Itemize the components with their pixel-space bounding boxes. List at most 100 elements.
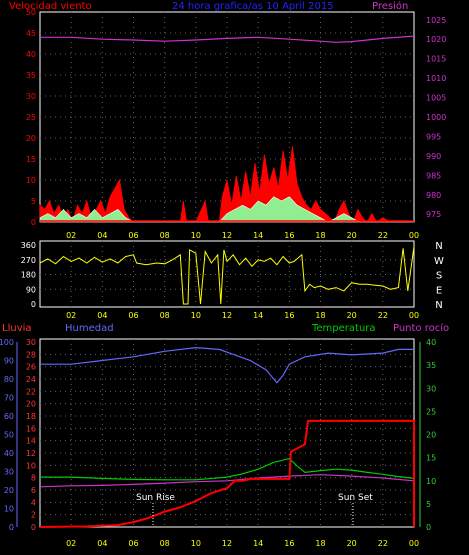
- temperature-tick-label: 25: [426, 407, 436, 416]
- sunset-label: Sun Set: [338, 493, 373, 503]
- time-tick-label: 08: [160, 231, 170, 240]
- pressure-tick-label: 1010: [426, 74, 446, 83]
- temperature-tick-label: 10: [426, 477, 436, 486]
- wind-tick-label: 15: [26, 155, 36, 164]
- wind-tick-label: 40: [26, 50, 36, 59]
- temperature-tick-label: 30: [426, 384, 436, 393]
- rain-tick-label: 12: [26, 449, 36, 458]
- direction-tick-label: 90: [26, 285, 36, 294]
- time-tick-label: 14: [253, 231, 263, 240]
- time-tick-label: 20: [347, 539, 357, 548]
- compass-label: W: [434, 256, 444, 267]
- time-tick-label: 12: [222, 311, 232, 320]
- rain-tick-label: 8: [31, 474, 36, 483]
- humidity-label: Humedad: [65, 323, 114, 334]
- time-tick-label: 06: [128, 539, 138, 548]
- time-tick-label: 02: [66, 311, 76, 320]
- wind-tick-label: 20: [26, 134, 36, 143]
- time-tick-label: 16: [284, 231, 294, 240]
- pressure-tick-label: 975: [426, 210, 441, 219]
- compass-label: E: [436, 285, 442, 296]
- rain-tick-label: 18: [26, 412, 36, 421]
- time-tick-label: 04: [97, 231, 107, 240]
- wind-tick-label: 5: [31, 197, 36, 206]
- humidity-tick-label: 40: [4, 449, 14, 458]
- humidity-tick-label: 10: [4, 505, 14, 514]
- dewpoint-label: Punto rocío: [393, 322, 449, 334]
- pressure-tick-label: 985: [426, 171, 441, 180]
- time-tick-label: 10: [191, 231, 201, 240]
- rain-tick-label: 10: [26, 461, 36, 470]
- rain-tick-label: 2: [31, 511, 36, 520]
- direction-tick-label: 360: [21, 241, 36, 250]
- time-tick-label: 18: [315, 539, 325, 548]
- humidity-tick-label: 100: [0, 338, 14, 347]
- time-tick-label: 22: [378, 539, 388, 548]
- time-tick-label: 14: [253, 539, 263, 548]
- pressure-line: [40, 35, 415, 43]
- time-tick-label: 04: [97, 311, 107, 320]
- humidity-tick-label: 70: [4, 394, 14, 403]
- rain-tick-label: 28: [26, 350, 36, 359]
- wind-speed-area: [39, 146, 414, 224]
- humidity-tick-label: 50: [4, 431, 14, 440]
- time-tick-label: 22: [378, 311, 388, 320]
- rain-tick-label: 0: [31, 523, 36, 532]
- humidity-tick-label: 80: [4, 375, 14, 384]
- time-tick-label: 10: [191, 539, 201, 548]
- rain-tick-label: 26: [26, 363, 36, 372]
- humidity-tick-label: 30: [4, 468, 14, 477]
- humidity-tick-label: 0: [9, 523, 14, 532]
- wind-speed-label: Velocidad viento: [9, 1, 92, 12]
- compass-label: N: [435, 241, 442, 252]
- temperature-tick-label: 35: [426, 361, 436, 370]
- pressure-tick-label: 995: [426, 132, 441, 141]
- rain-tick-label: 22: [26, 387, 36, 396]
- time-tick-label: 20: [347, 311, 357, 320]
- temperature-tick-label: 20: [426, 431, 436, 440]
- rain-tick-label: 24: [26, 375, 36, 384]
- pressure-tick-label: 1000: [426, 113, 446, 122]
- temperature-tick-label: 5: [426, 500, 431, 509]
- wind-tick-label: 0: [31, 218, 36, 227]
- direction-panel-frame: [39, 240, 415, 308]
- sunrise-label: Sun Rise: [136, 493, 175, 503]
- wind-tick-label: 10: [26, 176, 36, 185]
- wind-tick-label: 25: [26, 113, 36, 122]
- humidity-tick-label: 20: [4, 486, 14, 495]
- time-tick-label: 04: [97, 539, 107, 548]
- rain-label: Lluvia: [2, 323, 32, 334]
- time-tick-label: 16: [284, 539, 294, 548]
- direction-tick-label: 270: [21, 256, 36, 265]
- compass-label: S: [436, 271, 442, 282]
- pressure-tick-label: 990: [426, 152, 441, 161]
- time-tick-label: 18: [315, 231, 325, 240]
- time-tick-label: 00: [409, 311, 419, 320]
- humidity-line: [40, 346, 414, 384]
- time-tick-label: 12: [222, 231, 232, 240]
- wind-tick-label: 30: [26, 92, 36, 101]
- time-tick-label: 00: [409, 231, 419, 240]
- time-tick-label: 18: [315, 311, 325, 320]
- pressure-label: Presión: [372, 0, 408, 12]
- rain-tick-label: 14: [26, 437, 36, 446]
- time-tick-label: 06: [128, 311, 138, 320]
- time-tick-label: 12: [222, 539, 232, 548]
- rain-tick-label: 6: [31, 486, 36, 495]
- rain-tick-label: 20: [26, 400, 36, 409]
- time-tick-label: 08: [160, 311, 170, 320]
- pressure-tick-label: 1015: [426, 55, 446, 64]
- temperature-label: Temperatura: [311, 323, 376, 334]
- direction-tick-label: 0: [31, 300, 36, 309]
- time-tick-label: 00: [409, 539, 419, 548]
- rain-line: [39, 419, 415, 528]
- time-tick-label: 14: [253, 311, 263, 320]
- time-tick-label: 16: [284, 311, 294, 320]
- temperature-tick-label: 40: [426, 338, 436, 347]
- temperature-tick-label: 15: [426, 454, 436, 463]
- rain-tick-label: 4: [31, 498, 36, 507]
- pressure-tick-label: 1005: [426, 94, 446, 103]
- pressure-tick-label: 1025: [426, 16, 446, 25]
